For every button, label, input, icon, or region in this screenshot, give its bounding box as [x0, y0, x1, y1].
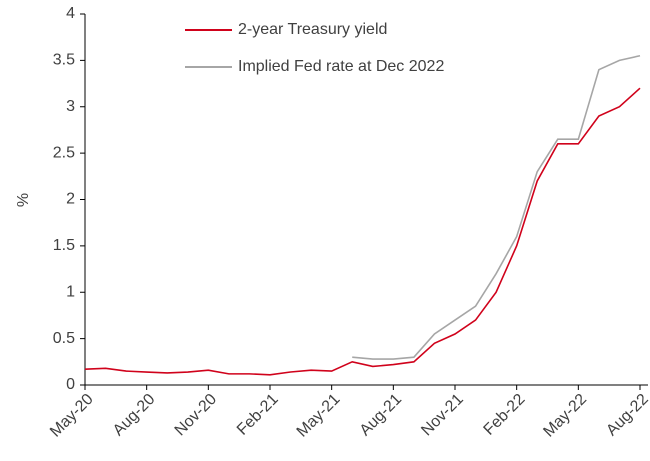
x-tick-label: Feb-22: [481, 391, 529, 439]
x-tick-label: Aug-22: [603, 391, 650, 440]
y-tick-label: 3.5: [53, 52, 75, 69]
legend-label: Implied Fed rate at Dec 2022: [238, 58, 444, 75]
y-axis-label: %: [15, 193, 32, 207]
y-tick-label: 4: [66, 5, 75, 22]
x-tick-label: Aug-21: [357, 391, 406, 440]
y-tick-label: 2: [66, 191, 75, 208]
y-tick-label: 2.5: [53, 144, 75, 161]
series-line: [84, 87, 641, 376]
x-tick-label: May-22: [540, 391, 590, 441]
legend-label: 2-year Treasury yield: [238, 21, 387, 38]
x-tick-label: May-20: [47, 391, 97, 441]
y-tick-label: 1.5: [53, 237, 75, 254]
x-tick-label: May-21: [294, 391, 344, 441]
y-tick-label: 1: [66, 283, 75, 300]
series-line: [352, 54, 641, 360]
x-tick-label: Nov-20: [172, 391, 221, 440]
x-tick-label: Feb-21: [234, 391, 282, 439]
y-tick-label: 3: [66, 98, 75, 115]
x-tick-label: Nov-21: [418, 391, 467, 440]
x-tick-label: Aug-20: [110, 391, 159, 440]
y-tick-label: 0.5: [53, 330, 75, 347]
y-tick-label: 0: [66, 376, 75, 393]
